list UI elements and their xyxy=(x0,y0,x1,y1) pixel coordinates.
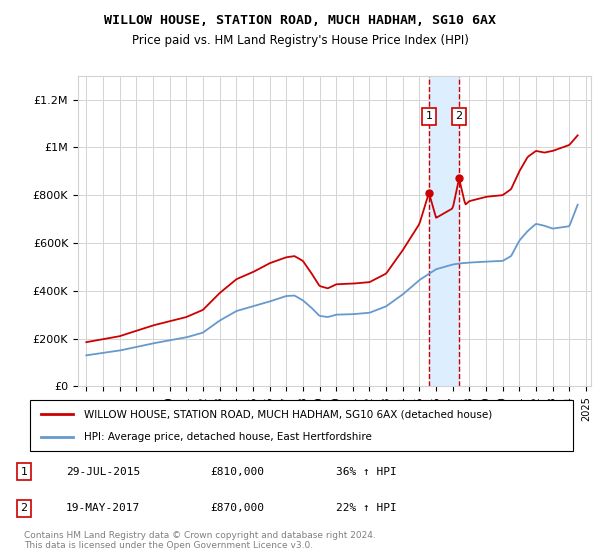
Text: 1: 1 xyxy=(20,467,28,477)
FancyBboxPatch shape xyxy=(30,400,573,451)
Text: £810,000: £810,000 xyxy=(210,467,264,477)
Text: 19-MAY-2017: 19-MAY-2017 xyxy=(66,503,140,513)
Text: WILLOW HOUSE, STATION ROAD, MUCH HADHAM, SG10 6AX (detached house): WILLOW HOUSE, STATION ROAD, MUCH HADHAM,… xyxy=(85,409,493,419)
Text: WILLOW HOUSE, STATION ROAD, MUCH HADHAM, SG10 6AX: WILLOW HOUSE, STATION ROAD, MUCH HADHAM,… xyxy=(104,14,496,27)
Text: Contains HM Land Registry data © Crown copyright and database right 2024.
This d: Contains HM Land Registry data © Crown c… xyxy=(24,531,376,550)
Text: 29-JUL-2015: 29-JUL-2015 xyxy=(66,467,140,477)
Text: 36% ↑ HPI: 36% ↑ HPI xyxy=(336,467,397,477)
Text: 2: 2 xyxy=(20,503,28,513)
Text: 1: 1 xyxy=(425,111,433,122)
Text: 2: 2 xyxy=(455,111,463,122)
Text: Price paid vs. HM Land Registry's House Price Index (HPI): Price paid vs. HM Land Registry's House … xyxy=(131,34,469,46)
Text: HPI: Average price, detached house, East Hertfordshire: HPI: Average price, detached house, East… xyxy=(85,432,372,442)
Text: 22% ↑ HPI: 22% ↑ HPI xyxy=(336,503,397,513)
Bar xyxy=(429,76,459,386)
Text: £870,000: £870,000 xyxy=(210,503,264,513)
